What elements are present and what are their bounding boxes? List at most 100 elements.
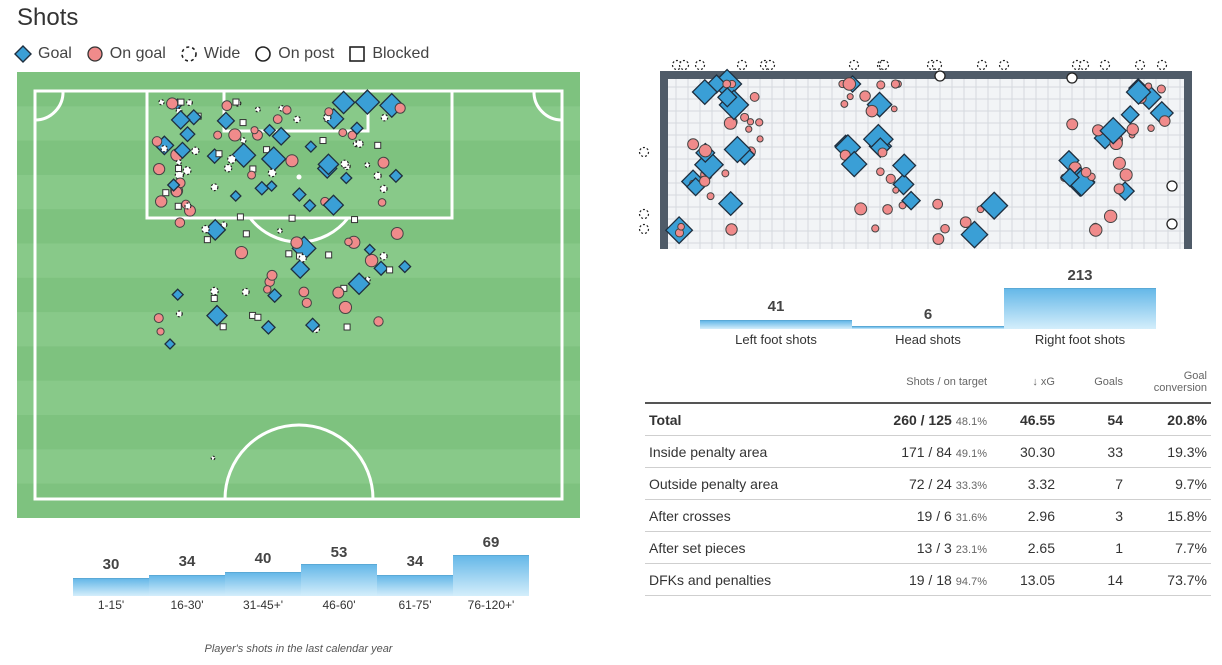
wide-shot-marker — [998, 59, 1010, 71]
chart-caption: Player's shots in the last calendar year — [204, 643, 393, 655]
wide-shot-marker — [1099, 59, 1111, 71]
on-goal-shot-marker — [221, 100, 233, 112]
wide-shot-marker — [210, 286, 219, 296]
conversion-cell: 15.8% — [1127, 499, 1211, 532]
xg-cell: 30.30 — [991, 435, 1059, 468]
goal-shot-marker — [260, 319, 276, 335]
shots-cell: 19 / 18 94.7% — [843, 563, 991, 596]
goals-cell: 1 — [1059, 531, 1127, 564]
on-goal-shot-marker — [1103, 209, 1118, 224]
on-goal-shot-marker — [152, 162, 166, 176]
legend-on-post: On post — [254, 45, 334, 63]
goal-shot-marker — [373, 260, 389, 277]
table-header[interactable]: Shots / on target — [906, 376, 987, 388]
on-goal-shot-marker — [344, 237, 353, 247]
shot-map-pitch — [17, 72, 580, 518]
on-goal-shot-marker — [390, 226, 404, 240]
on-goal-shot-marker — [687, 138, 700, 151]
goals-cell: 54 — [1059, 402, 1127, 436]
time-period-bars: 30 34 40 53 34 69 1-15' 16-30' 31-45+' 4… — [73, 530, 529, 620]
period-bar — [149, 575, 225, 596]
table-header[interactable]: Goal conversion — [1153, 370, 1207, 394]
blocked-shot-marker — [386, 266, 394, 274]
wide-shot-marker — [223, 163, 233, 173]
blocked-shot-marker — [285, 250, 293, 258]
goal-shot-marker — [204, 218, 227, 241]
wide-shot-marker — [931, 59, 943, 71]
period-label: 31-45+' — [243, 598, 283, 612]
table-row: Inside penalty area 171 / 84 49.1% 30.30 … — [645, 435, 1211, 468]
wide-shot-marker — [175, 310, 183, 318]
wide-shot-marker — [764, 59, 776, 71]
blocked-shot-marker — [263, 146, 271, 154]
goal-shot-marker — [290, 259, 311, 280]
wide-shot-marker — [210, 183, 219, 192]
wide-shot-marker — [678, 59, 690, 71]
wide-shot-marker — [210, 455, 216, 461]
period-label: 1-15' — [97, 598, 125, 612]
wide-shot-marker — [175, 159, 182, 166]
table-row: DFKs and penalties 19 / 18 94.7% 13.05 14… — [645, 563, 1211, 596]
period-label: 16-30' — [170, 598, 204, 612]
table-row: After set pieces 13 / 3 23.1% 2.65 1 7.7% — [645, 531, 1211, 564]
on-goal-shot-marker — [745, 125, 753, 133]
on-goal-shot-marker — [876, 167, 885, 176]
row-label: After set pieces — [645, 531, 843, 564]
conversion-cell: 73.7% — [1127, 563, 1211, 596]
on-post-shot-marker — [1166, 218, 1178, 230]
blocked-shot-marker — [288, 214, 296, 222]
on-goal-shot-marker — [854, 202, 868, 216]
blocked-shot-marker — [219, 323, 227, 331]
goal-shot-marker — [866, 91, 893, 118]
table-header[interactable]: ↓ xG — [1032, 376, 1055, 388]
wide-shot-marker — [976, 59, 988, 71]
table-header[interactable]: Goals — [1094, 376, 1123, 388]
goal-shot-marker — [388, 168, 404, 184]
on-goal-shot-marker — [721, 169, 730, 178]
period-bar — [453, 555, 529, 596]
wide-shot-marker — [1134, 59, 1146, 71]
on-goal-shot-marker — [1113, 183, 1125, 195]
wide-shot-marker — [1156, 59, 1168, 71]
row-label: DFKs and penalties — [645, 563, 843, 596]
on-goal-shot-marker — [859, 90, 871, 102]
on-goal-shot-marker — [153, 313, 164, 324]
shot-legend: Goal On goal Wide On post Blocked — [14, 42, 443, 66]
goal-shot-marker — [717, 87, 738, 108]
goal-shot-marker — [1125, 79, 1152, 106]
conversion-cell: 20.8% — [1127, 402, 1211, 436]
on-goal-shot-marker — [174, 217, 186, 228]
goal-shot-marker — [350, 121, 364, 136]
on-goal-shot-marker — [698, 144, 713, 158]
on-goal-shot-marker — [290, 236, 303, 249]
on-goal-shot-marker — [1089, 223, 1103, 237]
blocked-shot-marker — [319, 137, 327, 145]
on-goal-shot-marker — [706, 192, 715, 201]
on-goal-shot-marker — [247, 170, 256, 180]
goal-shot-marker — [267, 288, 283, 304]
on-goal-shot-marker — [940, 223, 950, 234]
legend-label: On post — [278, 45, 335, 62]
on-goal-shot-marker — [151, 136, 163, 147]
on-goal-shot-marker — [840, 100, 849, 108]
foot-label: Left foot shots — [735, 332, 817, 347]
goal-shot-marker — [265, 180, 278, 192]
on-goal-shot-marker — [755, 118, 764, 127]
on-goal-shot-marker — [272, 114, 283, 125]
goals-cell: 3 — [1059, 499, 1127, 532]
on-goal-shot-marker — [1119, 168, 1133, 182]
on-goal-shot-marker — [285, 154, 299, 168]
wide-shot-marker — [201, 224, 210, 234]
wide-shot-marker — [293, 115, 301, 124]
on-goal-shot-marker — [885, 173, 896, 184]
row-label: Total — [645, 402, 843, 436]
goal-shot-marker — [173, 141, 192, 160]
period-bar — [301, 564, 377, 596]
on-goal-shot-marker — [1158, 115, 1171, 127]
shots-cell: 72 / 24 33.3% — [843, 467, 991, 500]
xg-cell: 2.65 — [991, 531, 1059, 564]
goal-shot-marker — [171, 288, 185, 302]
conversion-cell: 19.3% — [1127, 435, 1211, 468]
table-row: Total 260 / 125 48.1% 46.55 54 20.8% — [645, 402, 1211, 436]
on-goal-shot-marker — [394, 102, 406, 114]
